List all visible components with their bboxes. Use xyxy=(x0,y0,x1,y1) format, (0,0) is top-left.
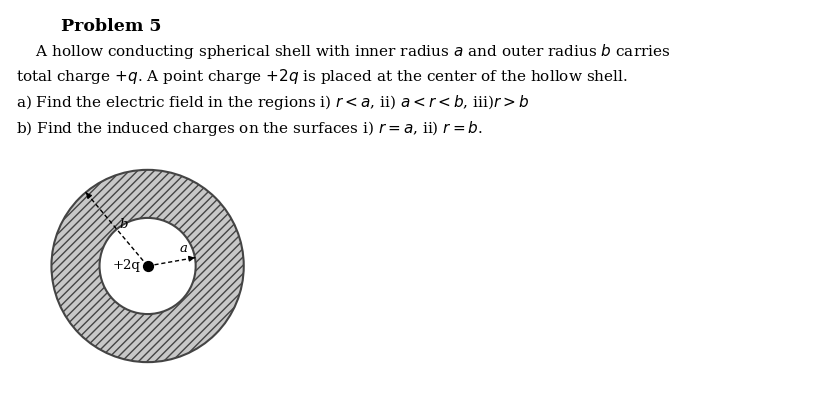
Text: b: b xyxy=(120,218,128,231)
Text: total charge $+q$. A point charge $+2q$ is placed at the center of the hollow sh: total charge $+q$. A point charge $+2q$ … xyxy=(16,67,627,87)
Text: a: a xyxy=(179,242,188,255)
Text: A hollow conducting spherical shell with inner radius $a$ and outer radius $b$ c: A hollow conducting spherical shell with… xyxy=(16,42,670,61)
Point xyxy=(141,263,154,269)
Circle shape xyxy=(52,170,243,362)
Text: Problem 5: Problem 5 xyxy=(61,18,162,35)
Text: b) Find the induced charges on the surfaces i) $r = a$, ii) $r = b$.: b) Find the induced charges on the surfa… xyxy=(16,119,482,138)
Circle shape xyxy=(99,218,196,314)
Text: a) Find the electric field in the regions i) $r < a$, ii) $a < r < b$, iii)$r > : a) Find the electric field in the region… xyxy=(16,93,529,112)
Text: +2q: +2q xyxy=(113,258,141,272)
